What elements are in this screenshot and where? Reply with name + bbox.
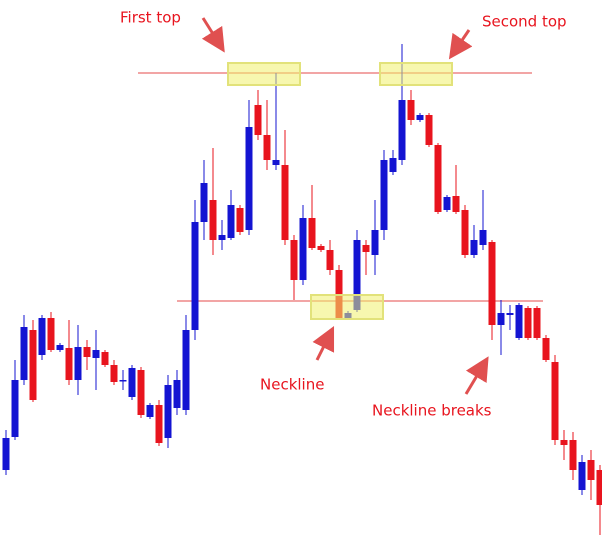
candle-body: [587, 460, 595, 480]
candle-body: [128, 368, 136, 397]
candle-body: [119, 380, 127, 382]
candle-body: [47, 318, 55, 350]
candle-body: [263, 135, 271, 160]
candle-body: [434, 145, 442, 212]
arrow: [448, 29, 473, 60]
arrow: [312, 325, 335, 361]
candle-body: [515, 305, 523, 338]
candle-body: [353, 240, 361, 310]
highlights: [227, 62, 453, 320]
candle-body: [542, 338, 550, 360]
candle-body: [92, 350, 100, 358]
candle-body: [218, 235, 226, 240]
candle-body: [497, 313, 505, 325]
candle-body: [443, 197, 451, 210]
candle-body: [200, 183, 208, 222]
candle-body: [398, 100, 406, 160]
candle-body: [56, 345, 64, 350]
candle-body: [83, 347, 91, 357]
candle-body: [65, 348, 73, 380]
candle-body: [164, 385, 172, 438]
candle-body: [2, 438, 10, 470]
candle-body: [506, 313, 514, 315]
annotation: Neckline: [260, 376, 324, 394]
arrows: [201, 17, 489, 395]
candle-body: [461, 210, 469, 255]
candle-body: [290, 240, 298, 280]
candle-body: [74, 347, 82, 380]
candle-body: [470, 240, 478, 255]
candle-body: [299, 218, 307, 280]
candle-body: [227, 205, 235, 238]
candle-body: [371, 230, 379, 255]
annotation: Neckline breaks: [372, 402, 492, 420]
arrow: [464, 356, 489, 395]
candle-body: [272, 160, 280, 165]
candle-body: [533, 308, 541, 338]
candle-body: [416, 115, 424, 120]
candle-body: [281, 165, 289, 240]
candle-body: [38, 318, 46, 355]
candle-body: [236, 208, 244, 232]
candle-body: [326, 250, 334, 270]
candle-body: [389, 158, 397, 172]
candle-body: [245, 127, 253, 230]
candle-body: [308, 218, 316, 248]
candle-body: [29, 330, 37, 400]
highlight-box: [379, 62, 453, 86]
levels: [138, 72, 543, 302]
candle-body: [524, 308, 532, 338]
candle-body: [155, 405, 163, 443]
candle-body: [137, 370, 145, 415]
candle-body: [452, 196, 460, 212]
candle-body: [380, 160, 388, 230]
candle-body: [317, 246, 325, 250]
candle-body: [191, 222, 199, 330]
candle-body: [569, 440, 577, 470]
candles: [2, 44, 602, 535]
candle-body: [407, 100, 415, 120]
candle-body: [488, 242, 496, 325]
candle-body: [551, 362, 559, 440]
candle-body: [362, 245, 370, 252]
candle-body: [578, 462, 586, 490]
candle-body: [101, 352, 109, 365]
annotation: First top: [120, 9, 181, 27]
candle-body: [209, 200, 217, 240]
candle-body: [20, 327, 28, 380]
candle-body: [596, 470, 602, 505]
highlight-box: [310, 294, 384, 320]
candle-body: [110, 365, 118, 382]
candle-body: [173, 380, 181, 408]
candle-body: [560, 440, 568, 445]
candle-body: [479, 230, 487, 245]
candle-body: [425, 115, 433, 145]
candle-body: [254, 105, 262, 135]
candle-body: [11, 380, 19, 437]
annotation: Second top: [482, 13, 567, 31]
candle-body: [146, 405, 154, 417]
highlight-box: [227, 62, 301, 86]
arrow: [201, 17, 225, 53]
candle-body: [182, 330, 190, 410]
annotations: First top Second top Neckline Neckline brea…: [120, 9, 567, 420]
